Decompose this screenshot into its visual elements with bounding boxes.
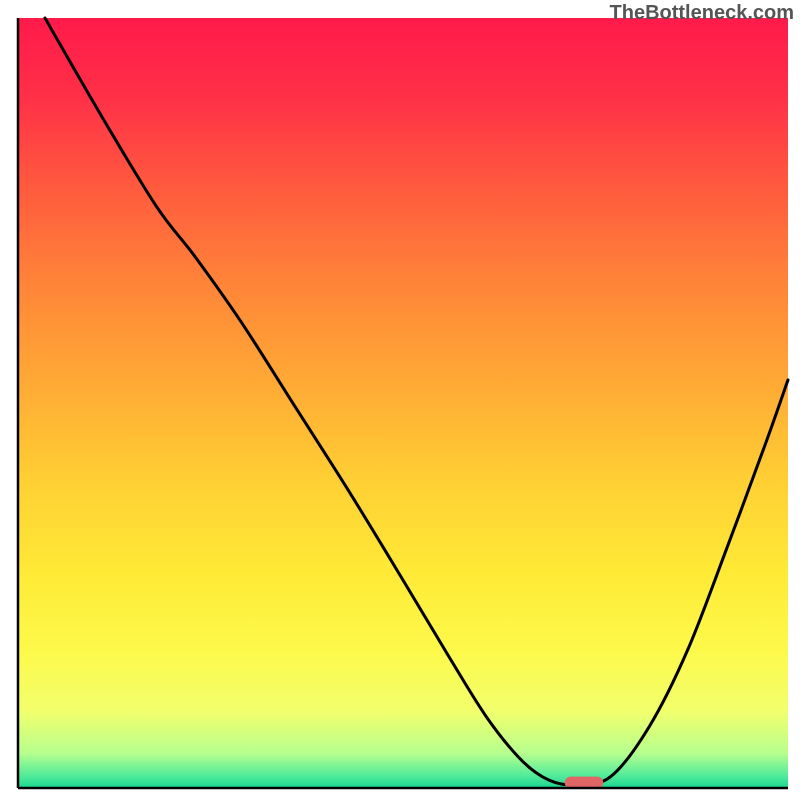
plot-svg <box>0 0 800 800</box>
chart-container: TheBottleneck.com <box>0 0 800 800</box>
plot-background <box>18 18 788 788</box>
watermark-text: TheBottleneck.com <box>610 2 794 25</box>
